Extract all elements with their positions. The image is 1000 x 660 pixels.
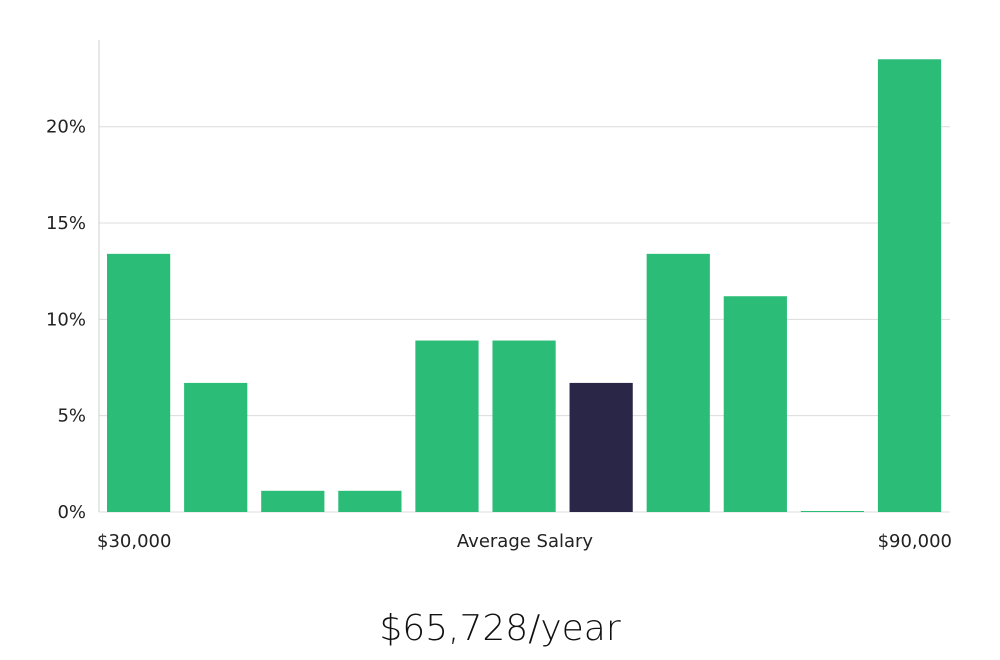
average-salary-value: $65,728/year [379,608,621,649]
y-tick-label: 15% [46,213,86,234]
bar [723,296,787,512]
bar [800,511,865,512]
bar [184,382,248,512]
x-label-center: Average Salary [457,531,594,552]
bar-highlighted [569,382,633,512]
bar [646,253,710,512]
salary-distribution-chart: 0% 5% 10% 15% 20% $30,000 Average Salary $90… [46,40,952,552]
bar [338,490,402,512]
y-tick-label: 5% [57,406,86,427]
bar [261,490,325,512]
bar [107,253,171,512]
bars [107,59,942,512]
y-tick-label: 0% [57,502,86,523]
bar [492,340,556,512]
y-tick-label: 10% [46,309,86,330]
bar [415,340,479,512]
bar [877,59,942,512]
y-tick-label: 20% [46,117,86,138]
x-label-min: $30,000 [97,531,171,552]
x-label-max: $90,000 [878,531,952,552]
y-tick-labels: 0% 5% 10% 15% 20% [46,117,86,523]
